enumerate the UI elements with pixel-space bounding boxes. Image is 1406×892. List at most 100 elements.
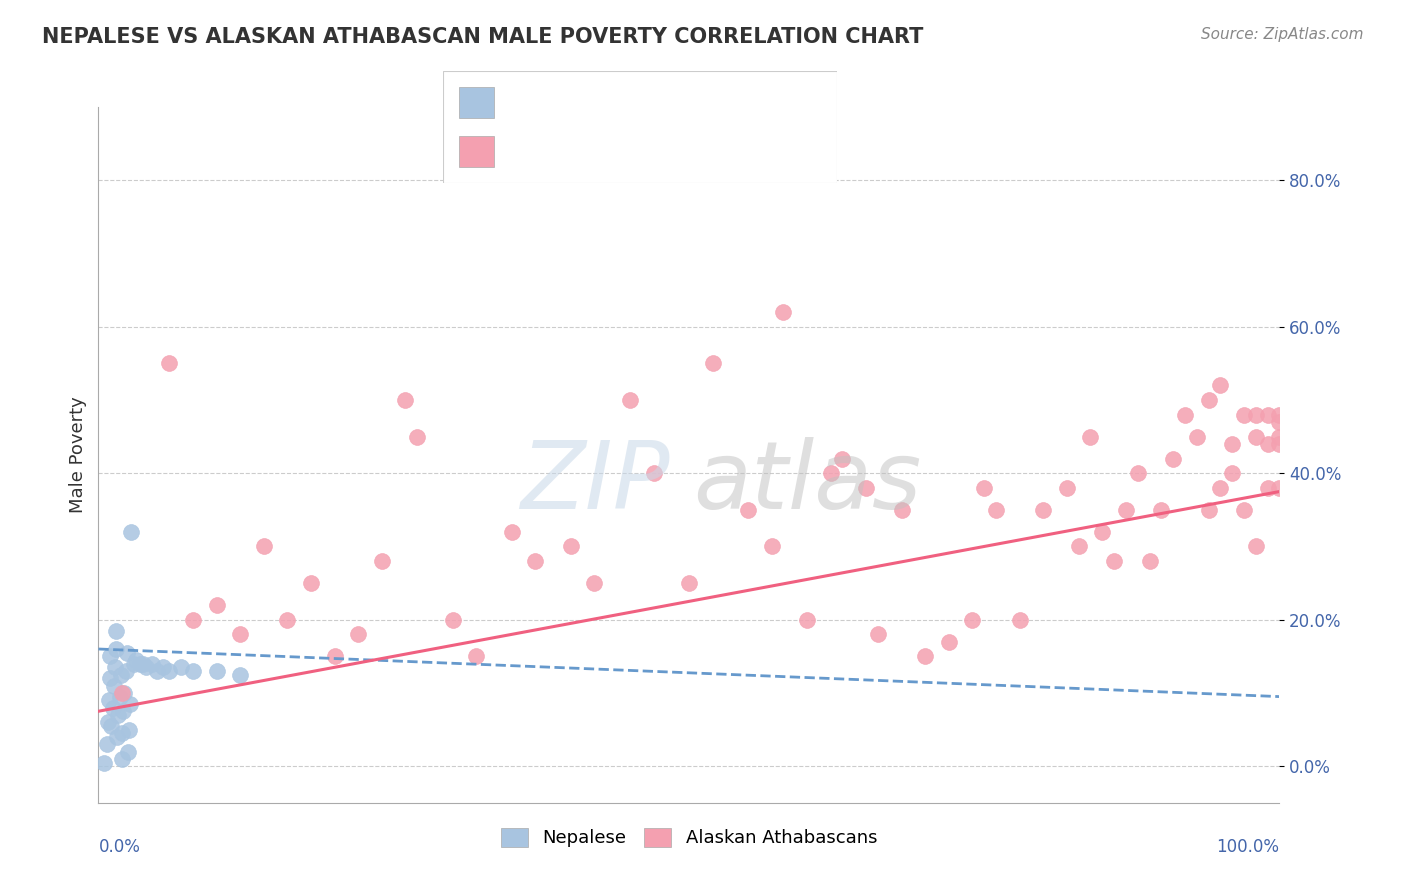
Point xyxy=(1091,524,1114,539)
FancyBboxPatch shape xyxy=(458,136,494,168)
Point xyxy=(1268,481,1291,495)
Point xyxy=(583,576,606,591)
Legend: Nepalese, Alaskan Athabascans: Nepalese, Alaskan Athabascans xyxy=(492,819,886,856)
Point xyxy=(104,660,127,674)
Point xyxy=(1209,378,1232,392)
Point xyxy=(96,737,118,751)
Point xyxy=(111,752,134,766)
Point xyxy=(1032,503,1054,517)
Point xyxy=(205,664,228,678)
Point xyxy=(93,756,115,770)
Point xyxy=(501,524,523,539)
Point xyxy=(108,690,131,704)
Point xyxy=(118,723,141,737)
Point xyxy=(117,745,139,759)
Point xyxy=(98,649,121,664)
FancyBboxPatch shape xyxy=(458,87,494,119)
Point xyxy=(678,576,700,591)
Point xyxy=(105,642,128,657)
FancyBboxPatch shape xyxy=(443,71,837,183)
Point xyxy=(371,554,394,568)
Point xyxy=(772,305,794,319)
Point xyxy=(866,627,889,641)
Point xyxy=(1268,415,1291,429)
Point xyxy=(1244,540,1267,554)
Point xyxy=(1257,408,1279,422)
Point xyxy=(441,613,464,627)
Text: NEPALESE VS ALASKAN ATHABASCAN MALE POVERTY CORRELATION CHART: NEPALESE VS ALASKAN ATHABASCAN MALE POVE… xyxy=(42,27,924,46)
Point xyxy=(1198,392,1220,407)
Point xyxy=(1198,503,1220,517)
Point xyxy=(1257,481,1279,495)
Text: atlas: atlas xyxy=(693,437,921,528)
Point xyxy=(347,627,370,641)
Text: 100.0%: 100.0% xyxy=(1216,838,1279,855)
Point xyxy=(115,646,138,660)
Point xyxy=(465,649,488,664)
Point xyxy=(394,392,416,407)
Point xyxy=(962,613,984,627)
Point xyxy=(796,613,818,627)
Point xyxy=(132,657,155,671)
Point xyxy=(146,664,169,678)
Point xyxy=(111,726,134,740)
Point xyxy=(98,671,121,685)
Point xyxy=(97,715,120,730)
Point xyxy=(114,664,136,678)
Point xyxy=(619,392,641,407)
Point xyxy=(112,686,135,700)
Point xyxy=(1102,554,1125,568)
Point xyxy=(170,660,193,674)
Point xyxy=(820,467,842,481)
Point xyxy=(1244,408,1267,422)
Point xyxy=(737,503,759,517)
Text: R =  0.515   N = 70: R = 0.515 N = 70 xyxy=(510,143,700,161)
Point xyxy=(125,653,148,667)
Point xyxy=(643,467,665,481)
Point xyxy=(157,356,180,370)
Point xyxy=(229,667,252,681)
Point xyxy=(121,524,143,539)
Text: Source: ZipAtlas.com: Source: ZipAtlas.com xyxy=(1201,27,1364,42)
Point xyxy=(181,664,204,678)
Point xyxy=(107,707,129,722)
Point xyxy=(122,657,145,671)
Point xyxy=(702,356,724,370)
Point xyxy=(1220,437,1243,451)
Point xyxy=(1150,503,1173,517)
Point xyxy=(1174,408,1197,422)
Point xyxy=(1126,467,1149,481)
Point xyxy=(253,540,276,554)
Point xyxy=(1257,437,1279,451)
Point xyxy=(855,481,877,495)
Y-axis label: Male Poverty: Male Poverty xyxy=(69,397,87,513)
Point xyxy=(1268,408,1291,422)
Point xyxy=(141,657,163,671)
Point xyxy=(1268,437,1291,451)
Point xyxy=(112,704,135,718)
Point xyxy=(323,649,346,664)
Text: 0.0%: 0.0% xyxy=(98,838,141,855)
Point xyxy=(890,503,912,517)
Point xyxy=(914,649,936,664)
Point xyxy=(761,540,783,554)
Point xyxy=(1268,429,1291,443)
Point xyxy=(103,679,125,693)
Point xyxy=(157,664,180,678)
Point xyxy=(524,554,547,568)
Point xyxy=(205,598,228,612)
Point xyxy=(1008,613,1031,627)
Point xyxy=(101,700,124,714)
Point xyxy=(973,481,995,495)
Point xyxy=(1220,467,1243,481)
Point xyxy=(1115,503,1137,517)
Point xyxy=(111,686,134,700)
Point xyxy=(299,576,322,591)
Point xyxy=(831,451,853,466)
Point xyxy=(938,634,960,648)
Point xyxy=(406,429,429,443)
Point xyxy=(229,627,252,641)
Point xyxy=(560,540,582,554)
Point xyxy=(181,613,204,627)
Point xyxy=(128,657,150,671)
